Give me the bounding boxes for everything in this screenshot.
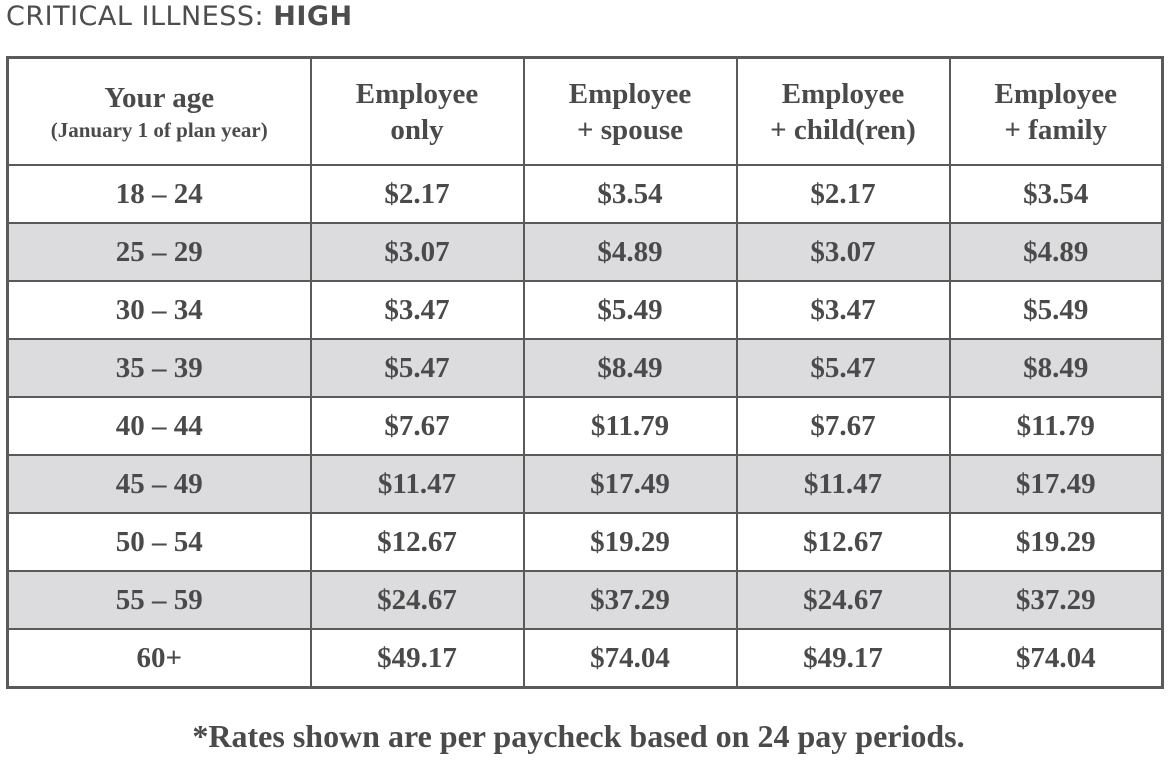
- rate-cell: $74.04: [948, 628, 1164, 689]
- header-line2: + child(ren): [770, 113, 916, 146]
- header-age-sub: (January 1 of plan year): [50, 117, 268, 142]
- header-employee-only: Employee only: [309, 56, 525, 166]
- rate-cell: $7.67: [735, 396, 951, 456]
- rate-rows: 18 – 24 $2.17 $3.54 $2.17 $3.54 25 – 29 $3.07 $…: [6, 164, 1164, 689]
- footnote: *Rates shown are per paycheck based on 2…: [192, 718, 965, 754]
- rate-cell: $74.04: [522, 628, 738, 689]
- rate-cell: $49.17: [735, 628, 951, 689]
- rate-cell: $2.17: [309, 164, 525, 224]
- rate-cell: $37.29: [522, 570, 738, 630]
- rate-cell: $17.49: [948, 454, 1164, 514]
- rate-cell: $4.89: [522, 222, 738, 282]
- rate-cell: $3.07: [309, 222, 525, 282]
- age-range-cell: 60+: [6, 628, 312, 689]
- header-age: Your age (January 1 of plan year): [6, 56, 312, 166]
- header-line2: only: [390, 113, 444, 146]
- rate-cell: $11.79: [948, 396, 1164, 456]
- title-plan-level: HIGH: [273, 1, 353, 32]
- rate-cell: $2.17: [735, 164, 951, 224]
- rate-cell: $8.49: [522, 338, 738, 398]
- table-row: 35 – 39 $5.47 $8.49 $5.47 $8.49: [6, 338, 1164, 398]
- rate-cell: $3.54: [948, 164, 1164, 224]
- rate-cell: $3.47: [309, 280, 525, 340]
- rate-cell: $12.67: [309, 512, 525, 572]
- age-range-cell: 45 – 49: [6, 454, 312, 514]
- table-row: 25 – 29 $3.07 $4.89 $3.07 $4.89: [6, 222, 1164, 282]
- header-line1: Employee: [355, 77, 479, 110]
- header-line2: + family: [1004, 113, 1108, 146]
- title-prefix: CRITICAL ILLNESS:: [6, 1, 274, 32]
- rate-cell: $8.49: [948, 338, 1164, 398]
- header-line1: Employee: [781, 77, 905, 110]
- rate-cell: $4.89: [948, 222, 1164, 282]
- age-range-cell: 25 – 29: [6, 222, 312, 282]
- age-range-cell: 18 – 24: [6, 164, 312, 224]
- table-row: 55 – 59 $24.67 $37.29 $24.67 $37.29: [6, 570, 1164, 630]
- rate-cell: $19.29: [948, 512, 1164, 572]
- header-employee-children: Employee + child(ren): [735, 56, 951, 166]
- age-range-cell: 40 – 44: [6, 396, 312, 456]
- header-line1: Employee: [568, 77, 692, 110]
- rate-cell: $37.29: [948, 570, 1164, 630]
- table-row: 50 – 54 $12.67 $19.29 $12.67 $19.29: [6, 512, 1164, 572]
- rate-cell: $3.54: [522, 164, 738, 224]
- table-row: 40 – 44 $7.67 $11.79 $7.67 $11.79: [6, 396, 1164, 456]
- rates-table: Your age (January 1 of plan year) Employ…: [6, 56, 1164, 689]
- rate-cell: $19.29: [522, 512, 738, 572]
- header-employee-family: Employee + family: [948, 56, 1164, 166]
- rate-cell: $11.47: [735, 454, 951, 514]
- rate-cell: $5.47: [735, 338, 951, 398]
- rate-cell: $24.67: [309, 570, 525, 630]
- table-row: 45 – 49 $11.47 $17.49 $11.47 $17.49: [6, 454, 1164, 514]
- table-row: 18 – 24 $2.17 $3.54 $2.17 $3.54: [6, 164, 1164, 224]
- rate-cell: $12.67: [735, 512, 951, 572]
- page-title: CRITICAL ILLNESS: HIGH: [6, 0, 353, 34]
- header-age-label: Your age: [104, 81, 215, 114]
- header-employee-spouse: Employee + spouse: [522, 56, 738, 166]
- age-range-cell: 55 – 59: [6, 570, 312, 630]
- header-line2: + spouse: [577, 113, 683, 146]
- header-line1: Employee: [994, 77, 1117, 110]
- rate-cell: $11.79: [522, 396, 738, 456]
- rate-cell: $5.49: [522, 280, 738, 340]
- rate-cell: $5.47: [309, 338, 525, 398]
- table-row: 60+ $49.17 $74.04 $49.17 $74.04: [6, 628, 1164, 689]
- rate-cell: $17.49: [522, 454, 738, 514]
- rate-cell: $3.07: [735, 222, 951, 282]
- age-range-cell: 35 – 39: [6, 338, 312, 398]
- age-range-cell: 30 – 34: [6, 280, 312, 340]
- rate-cell: $24.67: [735, 570, 951, 630]
- rate-cell: $7.67: [309, 396, 525, 456]
- table-row: 30 – 34 $3.47 $5.49 $3.47 $5.49: [6, 280, 1164, 340]
- rate-cell: $5.49: [948, 280, 1164, 340]
- header-row: Your age (January 1 of plan year) Employ…: [6, 56, 1164, 166]
- rate-cell: $49.17: [309, 628, 525, 689]
- rate-cell: $11.47: [309, 454, 525, 514]
- age-range-cell: 50 – 54: [6, 512, 312, 572]
- rate-cell: $3.47: [735, 280, 951, 340]
